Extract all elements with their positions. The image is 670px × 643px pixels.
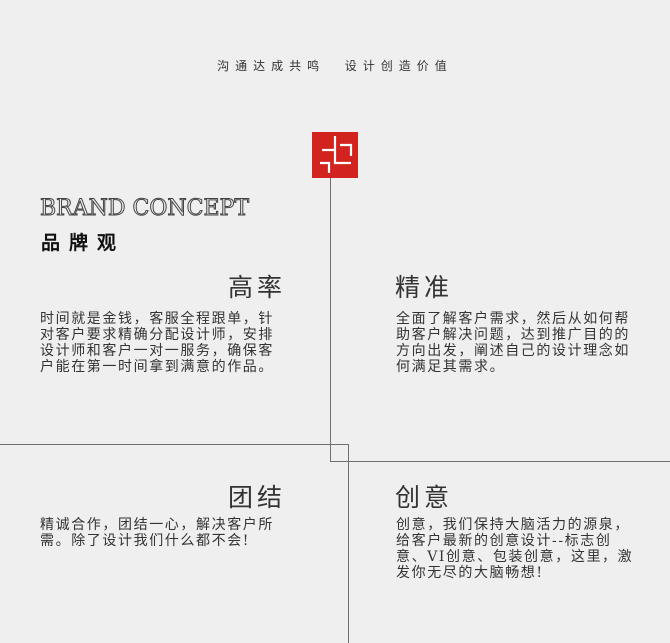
horizontal-divider-left	[0, 444, 349, 445]
horizontal-divider-right	[330, 461, 670, 462]
vertical-divider-short	[348, 444, 349, 643]
quadrant-body-creativity: 创意，我们保持大脑活力的源泉，给客户最新的创意设计--标志创意、VI创意、包装创…	[396, 517, 634, 581]
brand-title-en: BRAND CONCEPT	[40, 196, 250, 222]
vertical-divider-main	[330, 178, 331, 461]
quadrant-heading-efficiency: 高率	[228, 273, 287, 302]
brand-logo-icon	[312, 132, 358, 178]
slogan: 沟通达成共鸣 设计创造价值	[217, 59, 453, 73]
quadrant-body-precision: 全面了解客户需求，然后从如何帮助客户解决问题，达到推广目的的方向出发，阐述自己的…	[396, 311, 630, 375]
quadrant-heading-creativity: 创意	[395, 483, 454, 512]
quadrant-heading-precision: 精准	[395, 273, 454, 302]
quadrant-body-unity: 精诚合作，团结一心，解决客户所需。除了设计我们什么都不会!	[40, 517, 274, 549]
quadrant-body-efficiency: 时间就是金钱，客服全程跟单，针对客户要求精确分配设计师，安排设计师和客户一对一服…	[40, 311, 274, 375]
quadrant-heading-unity: 团结	[228, 483, 287, 512]
brand-title-cn: 品牌观	[41, 232, 126, 254]
